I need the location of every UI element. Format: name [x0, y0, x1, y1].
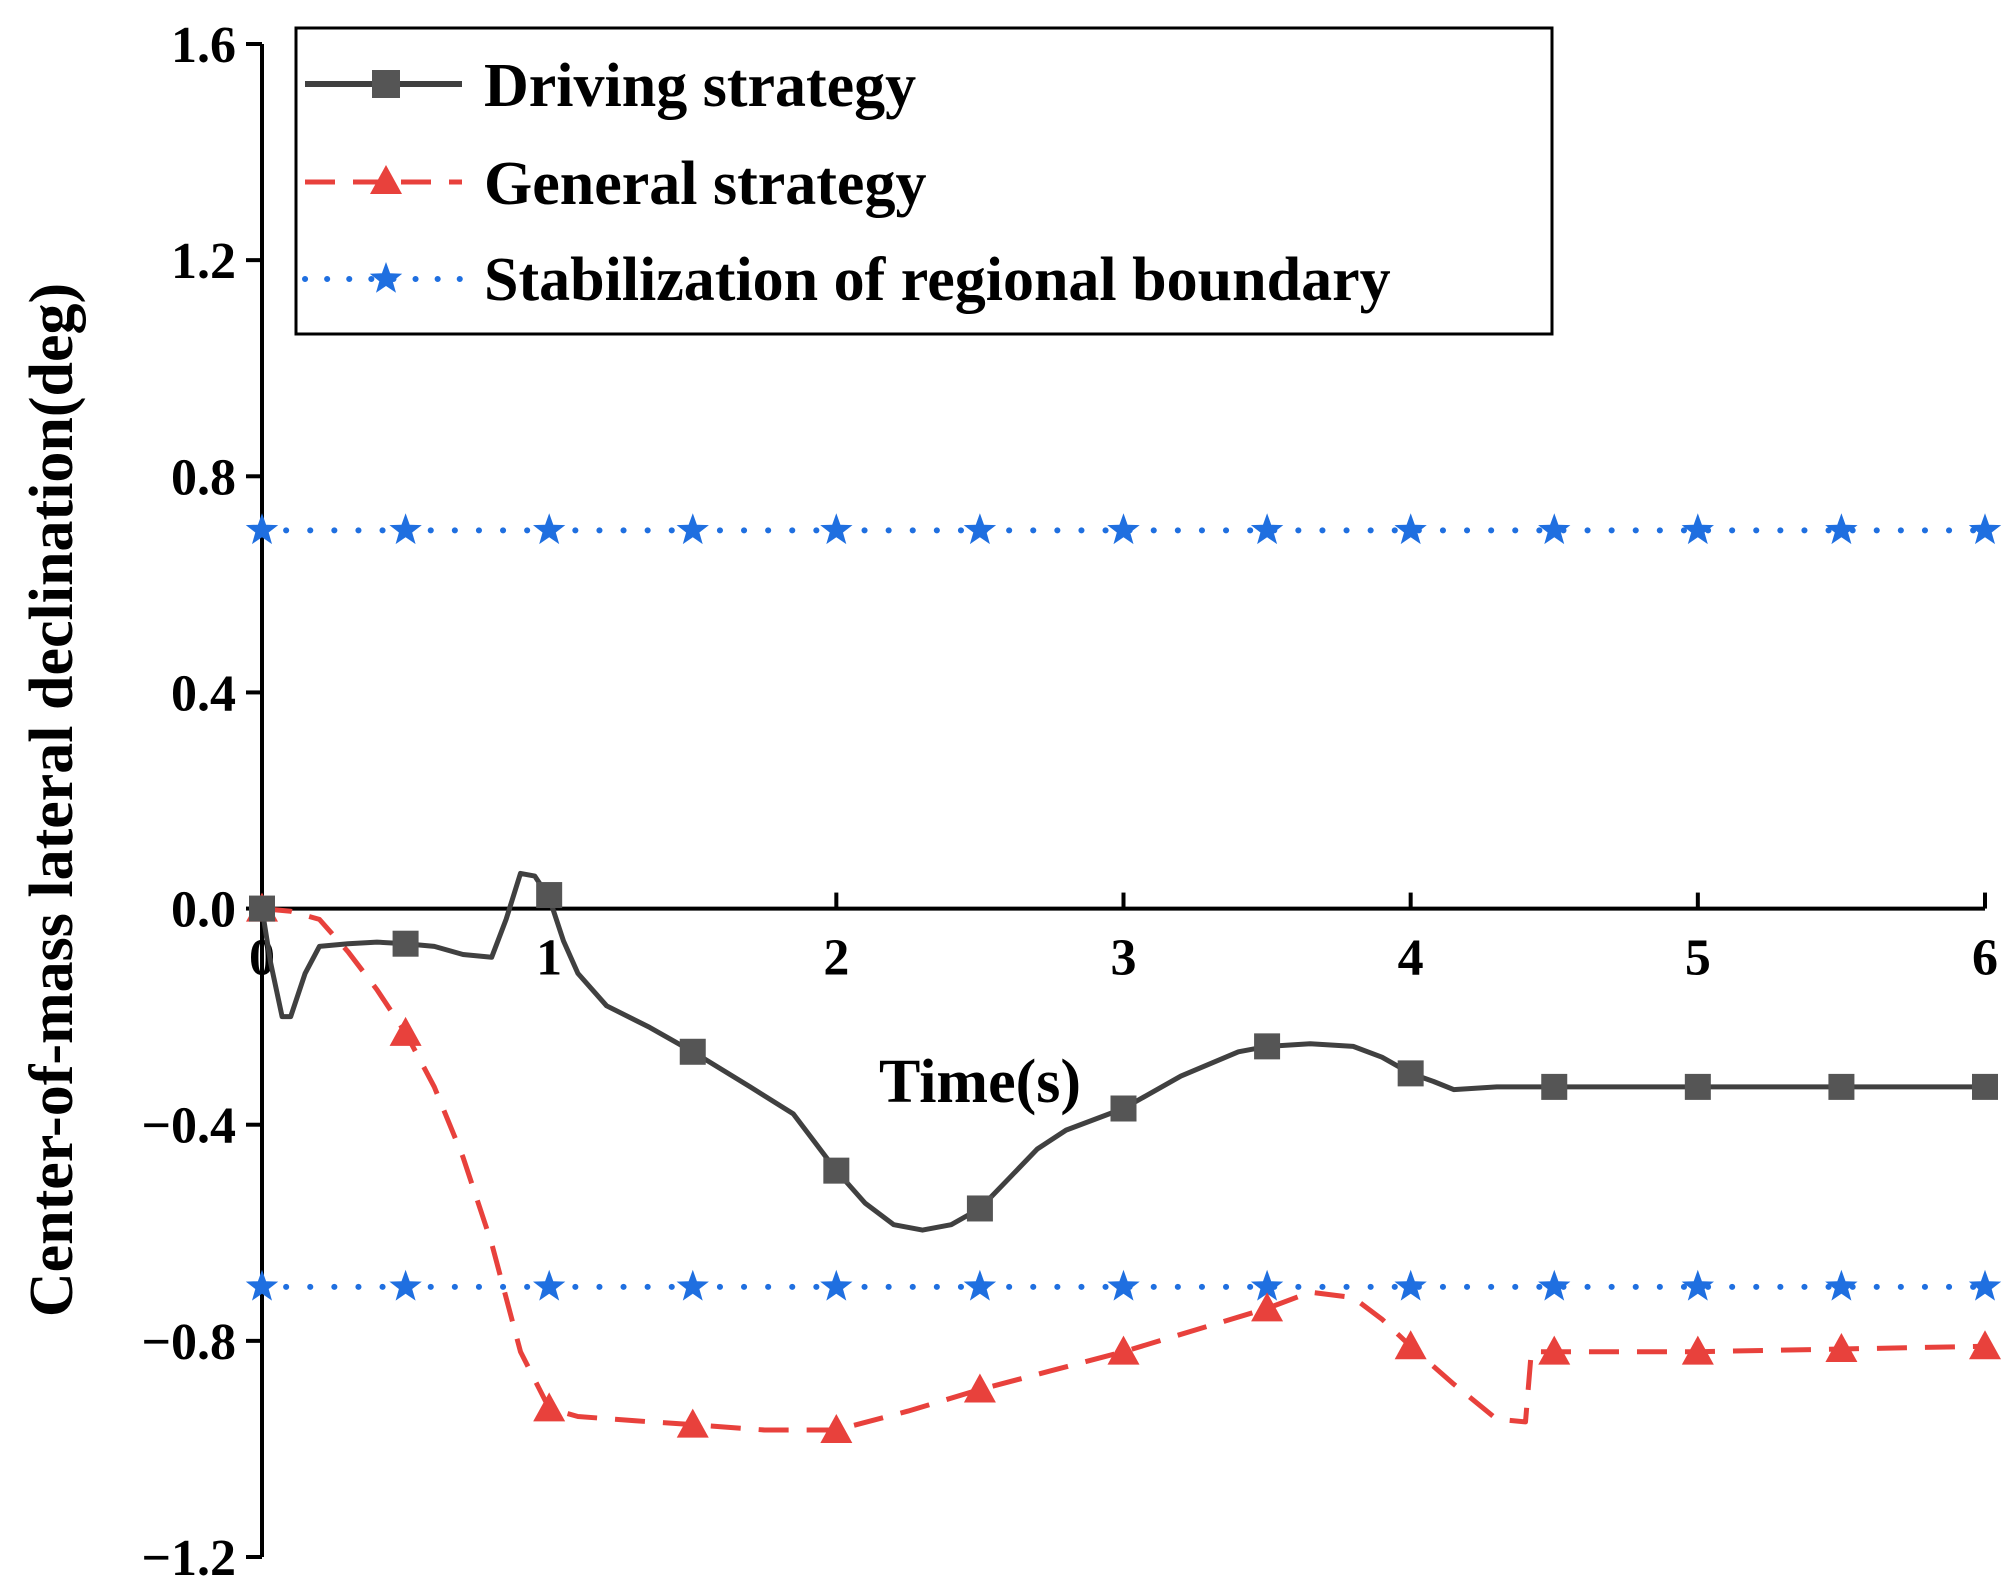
boundary-star-marker	[1681, 1269, 1714, 1301]
boundary-star-marker	[1394, 1269, 1427, 1301]
general-strategy-marker	[676, 1408, 709, 1438]
boundary-star-marker	[1250, 1269, 1284, 1301]
legend-item-boundary: Stabilization of regional boundary	[302, 246, 1391, 314]
x-tick-label: 1	[536, 930, 562, 987]
legend-label-general: General strategy	[484, 150, 926, 218]
y-tick-label: 1.6	[171, 17, 236, 74]
y-axis-title: Center-of-mass lateral declination(deg)	[18, 283, 86, 1317]
driving-strategy-line	[259, 870, 1985, 1233]
legend-marker-square	[372, 70, 400, 98]
general-strategy-marker	[1394, 1330, 1427, 1360]
legend-box	[294, 26, 1554, 336]
legend-marker-star	[369, 262, 403, 293]
x-tick-label: 4	[1398, 930, 1424, 987]
legend-item-driving: Driving strategy	[305, 52, 916, 120]
driving-strategy-marker	[249, 895, 275, 922]
boundary-star-marker	[1538, 1269, 1571, 1301]
boundary-star-marker	[1394, 513, 1427, 545]
general-strategy-marker	[533, 1392, 566, 1422]
driving-strategy-marker	[536, 882, 563, 909]
boundary-star-marker	[1107, 1269, 1140, 1301]
y-tick-label: 0.0	[171, 882, 236, 939]
general-strategy-marker	[1538, 1335, 1571, 1365]
boundary-star-marker	[820, 513, 853, 545]
y-axis-ticks: −1.2 −0.8 −0.4 0.0 0.4 0.8 1.2 1.6	[141, 17, 262, 1587]
series-layer	[245, 513, 2002, 1444]
boundary-star-marker	[676, 513, 709, 545]
x-axis-title: Time(s)	[879, 1048, 1081, 1116]
driving-strategy-marker	[1397, 1060, 1424, 1087]
legend: Driving strategy General strategy Stabil…	[294, 26, 1554, 336]
boundary-star-marker	[1825, 1269, 1858, 1301]
driving-strategy-marker	[823, 1157, 850, 1184]
y-tick-label: −1.2	[141, 1530, 236, 1587]
general-strategy-marker	[1969, 1330, 2001, 1360]
boundary-star-marker	[1538, 513, 1571, 545]
driving-strategy-marker	[392, 930, 419, 957]
general-strategy-marker	[1825, 1332, 1858, 1362]
boundary-star-marker	[1968, 513, 2002, 545]
boundary-star-marker	[245, 1269, 279, 1301]
driving-strategy-marker	[1828, 1073, 1855, 1100]
boundary-star-marker	[533, 513, 566, 545]
boundary-star-marker	[963, 1269, 997, 1301]
y-tick-label: 0.4	[171, 665, 236, 722]
boundary-star-marker	[1107, 513, 1140, 545]
boundary-star-marker	[963, 513, 997, 545]
legend-marker-triangle	[370, 165, 402, 194]
y-tick-label: −0.8	[141, 1314, 236, 1371]
driving-strategy-marker	[1684, 1073, 1711, 1100]
y-tick-label: 0.8	[171, 449, 236, 506]
general-strategy-marker	[963, 1373, 996, 1403]
boundary-star-marker	[820, 1269, 853, 1301]
boundary-star-marker	[389, 513, 422, 545]
x-tick-label: 6	[1972, 930, 1998, 987]
general-strategy-line	[261, 906, 1986, 1433]
boundary-star-marker	[389, 1269, 422, 1301]
x-tick-label: 2	[823, 930, 849, 987]
x-tick-label: 3	[1111, 930, 1137, 987]
boundary-star-marker	[1681, 513, 1714, 545]
general-strategy-marker	[1251, 1292, 1284, 1322]
y-tick-label: −0.4	[141, 1098, 236, 1155]
boundary-star-marker	[1968, 1269, 2002, 1301]
driving-strategy-marker	[1254, 1033, 1281, 1060]
general-strategy-marker	[1681, 1335, 1714, 1365]
y-tick-label: 1.2	[171, 233, 236, 290]
boundary-star-marker	[245, 513, 279, 545]
general-strategy-marker	[820, 1414, 853, 1444]
legend-item-general: General strategy	[305, 150, 926, 218]
general-strategy-marker	[389, 1016, 422, 1046]
driving-strategy-marker	[1541, 1073, 1568, 1100]
general-strategy-marker	[1107, 1335, 1140, 1365]
driving-strategy-marker	[1110, 1095, 1137, 1122]
x-tick-label: 5	[1685, 930, 1711, 987]
legend-label-boundary: Stabilization of regional boundary	[484, 246, 1391, 314]
legend-label-driving: Driving strategy	[484, 52, 916, 120]
driving-strategy-marker	[679, 1038, 706, 1065]
boundary-star-marker	[1825, 513, 1858, 545]
driving-strategy-marker	[1972, 1073, 1998, 1100]
boundary-star-marker	[1250, 513, 1284, 545]
driving-strategy-marker	[966, 1195, 993, 1222]
boundary-star-marker	[676, 1269, 709, 1301]
boundary-star-marker	[533, 1269, 566, 1301]
